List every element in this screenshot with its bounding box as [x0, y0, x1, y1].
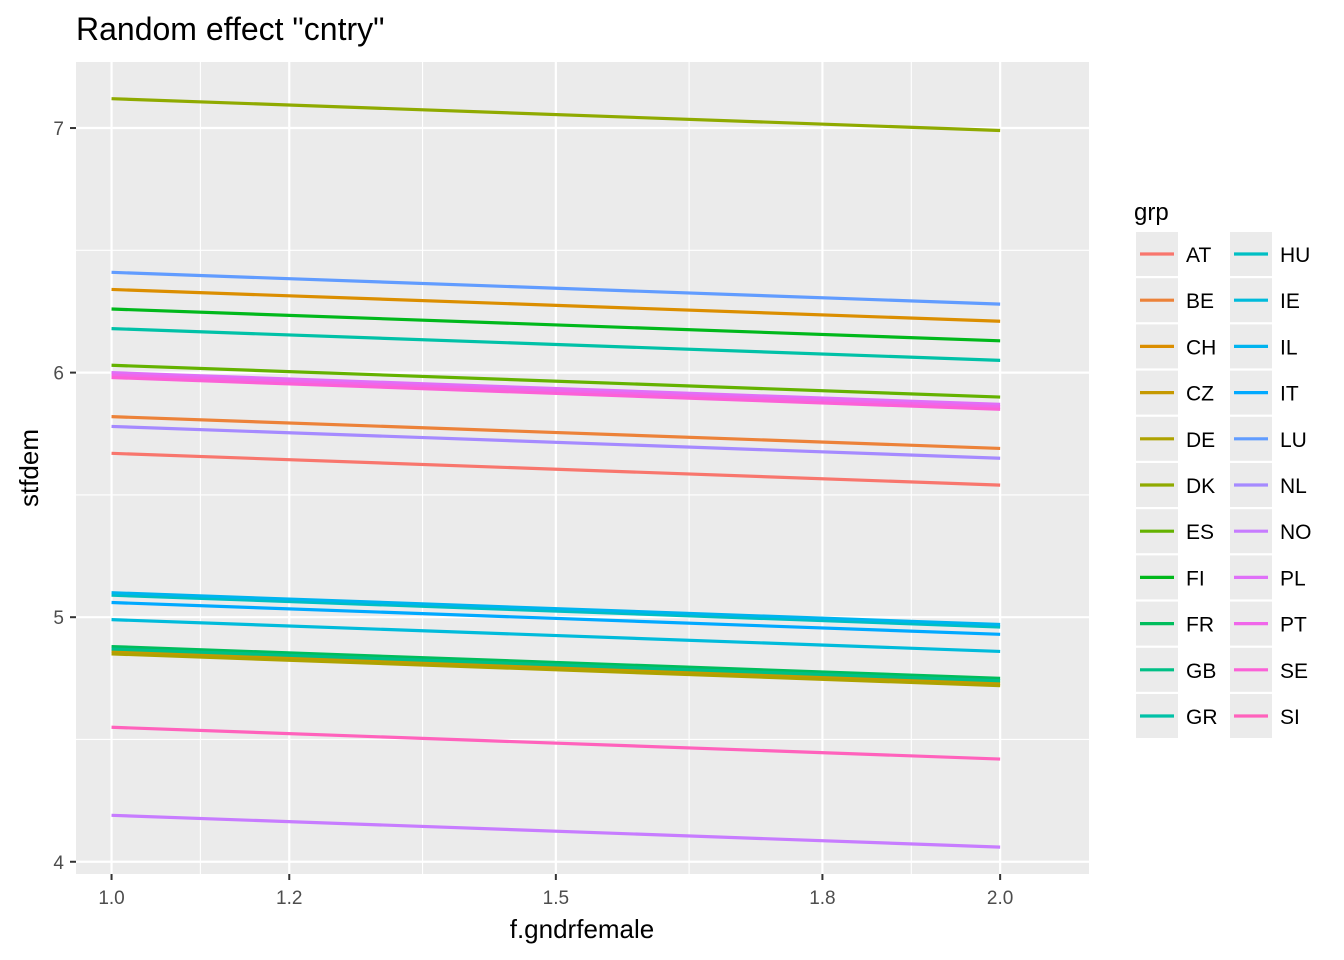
series-lines	[111, 97, 1001, 849]
legend-label: LU	[1280, 429, 1307, 452]
legend-label: GR	[1186, 706, 1218, 729]
y-tick-label: 6	[53, 364, 64, 385]
legend-label: FI	[1186, 567, 1205, 590]
series-line-pt	[111, 373, 1001, 409]
y-tick-label: 5	[53, 608, 64, 629]
legend-label: CH	[1186, 336, 1216, 359]
legend-item-it: IT	[1230, 370, 1299, 415]
legend-item-dk: DK	[1136, 463, 1215, 507]
legend-item-hu: HU	[1230, 232, 1310, 276]
legend-item-si: SI	[1230, 694, 1300, 738]
legend-title: grp	[1134, 199, 1169, 226]
legend-item-lu: LU	[1230, 416, 1307, 461]
legend-label: DK	[1186, 475, 1215, 498]
chart-title: Random effect "cntry"	[76, 11, 384, 47]
legend-label: IE	[1280, 290, 1300, 313]
x-tick-label: 1.8	[809, 888, 835, 909]
series-line-de	[111, 652, 1001, 688]
legend-label: GB	[1186, 660, 1216, 683]
x-axis: 1.0 1.2 1.5 1.8 2.0	[98, 874, 1013, 909]
legend-item-de: DE	[1136, 416, 1215, 461]
series-line-it	[111, 600, 1001, 636]
series-line-se	[111, 375, 1001, 411]
legend-item-at: AT	[1136, 232, 1211, 276]
legend-label: SI	[1280, 706, 1300, 729]
series-line-nl	[111, 424, 1001, 460]
y-tick-label: 4	[53, 853, 64, 874]
series-line-ie	[111, 618, 1001, 654]
legend-label: SE	[1280, 660, 1308, 683]
legend-label: BE	[1186, 290, 1214, 313]
legend-item-pl: PL	[1230, 555, 1306, 600]
legend-item-no: NO	[1230, 509, 1312, 554]
series-line-es	[111, 363, 1001, 399]
legend-item-nl: NL	[1230, 463, 1307, 507]
legend-label: NO	[1280, 521, 1312, 544]
legend-label: PL	[1280, 567, 1306, 590]
series-line-si	[111, 725, 1001, 761]
legend-label: IL	[1280, 336, 1298, 359]
legend-label: NL	[1280, 475, 1307, 498]
legend-label: CZ	[1186, 383, 1214, 406]
series-line-gr	[111, 326, 1001, 362]
x-tick-label: 1.0	[98, 888, 124, 909]
y-tick-label: 7	[53, 119, 64, 140]
series-line-il	[111, 591, 1001, 627]
legend-label: HU	[1280, 244, 1310, 267]
legend-item-cz: CZ	[1136, 370, 1214, 415]
legend-item-gb: GB	[1136, 647, 1216, 692]
series-line-dk	[111, 97, 1001, 133]
y-axis: 4 5 6 7	[53, 119, 76, 874]
series-line-pl	[111, 371, 1001, 407]
x-tick-label: 1.5	[543, 888, 569, 909]
x-tick-label: 2.0	[987, 888, 1013, 909]
plot-panel	[76, 62, 1089, 874]
legend-item-fi: FI	[1136, 555, 1205, 600]
legend-item-ie: IE	[1230, 278, 1300, 323]
legend-item-se: SE	[1230, 647, 1308, 692]
y-axis-title: stfdem	[14, 429, 44, 507]
legend-label: FR	[1186, 614, 1214, 637]
series-line-no	[111, 813, 1001, 849]
series-line-gb	[111, 647, 1001, 683]
series-line-at	[111, 451, 1001, 487]
series-line-fr	[111, 644, 1001, 680]
series-line-lu	[111, 270, 1001, 306]
series-line-cz	[111, 649, 1001, 685]
series-line-be	[111, 415, 1001, 451]
series-line-hu	[111, 593, 1001, 629]
legend-label: DE	[1186, 429, 1215, 452]
grid-minor	[76, 62, 1089, 874]
x-tick-label: 1.2	[276, 888, 302, 909]
series-line-ch	[111, 287, 1001, 323]
legend-item-pt: PT	[1230, 601, 1307, 646]
legend-label: AT	[1186, 244, 1211, 267]
legend-label: ES	[1186, 521, 1214, 544]
legend-label: IT	[1280, 383, 1299, 406]
legend-item-be: BE	[1136, 278, 1214, 323]
legend-label: PT	[1280, 614, 1307, 637]
legend-item-il: IL	[1230, 324, 1298, 369]
series-line-fi	[111, 307, 1001, 343]
grid-major	[76, 62, 1089, 874]
legend-item-gr: GR	[1136, 694, 1218, 738]
legend-item-ch: CH	[1136, 324, 1216, 369]
x-axis-title: f.gndrfemale	[510, 914, 655, 944]
legend-item-fr: FR	[1136, 601, 1214, 646]
legend-item-es: ES	[1136, 509, 1214, 554]
legend: AT BE CH CZ DE DK ES FI FR GB GR HU IE IL IT LU NL NO PL PT…	[1136, 232, 1312, 738]
